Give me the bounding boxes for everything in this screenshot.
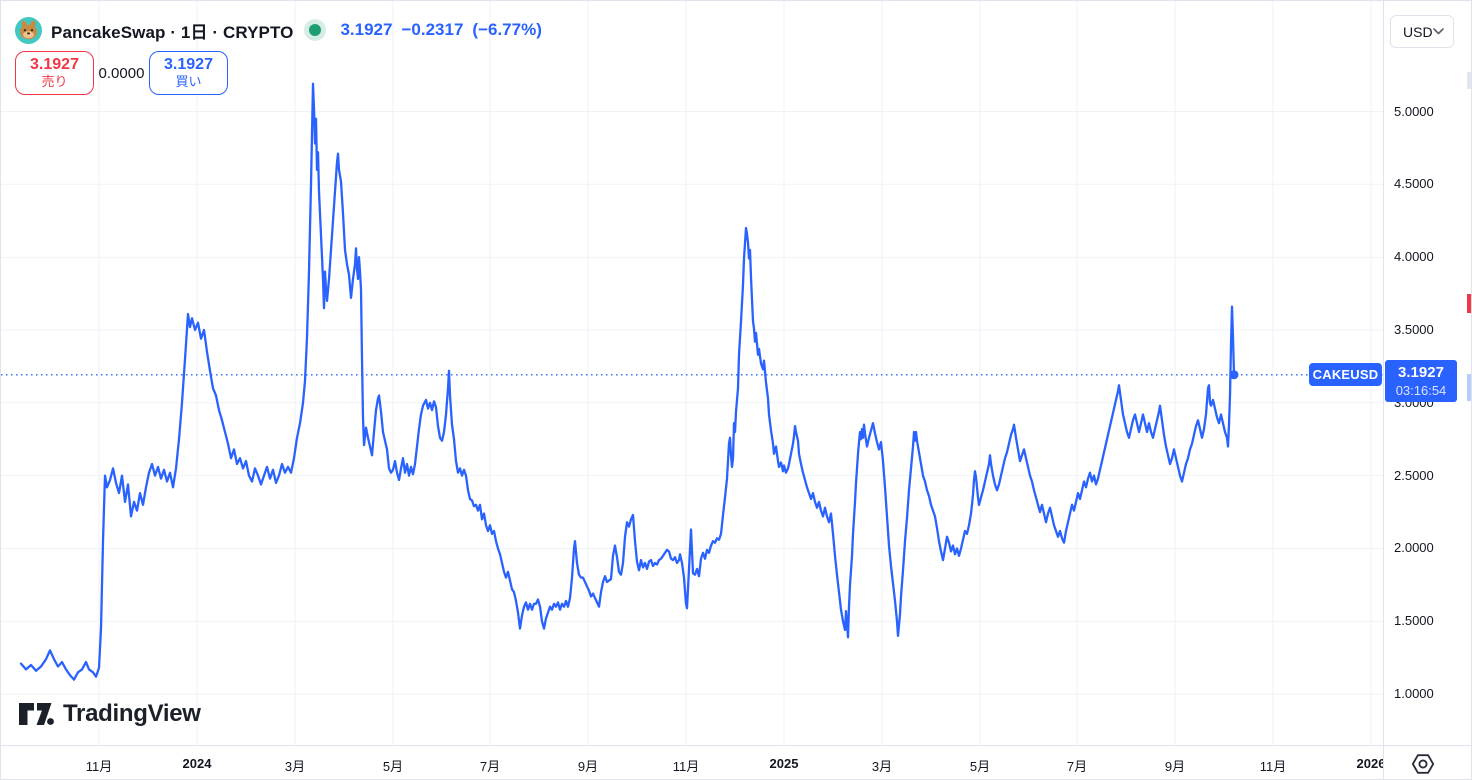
buy-label: 買い — [175, 73, 202, 89]
current-price-value: 3.1927 — [1398, 363, 1444, 381]
price-change: −0.2317 — [401, 20, 464, 39]
tradingview-logo-icon — [19, 703, 54, 725]
time-axis-label: 9月 — [1164, 759, 1186, 774]
buy-price: 3.1927 — [164, 56, 213, 74]
time-axis-label: 11月 — [1259, 759, 1287, 774]
price-change-percent: (−6.77%) — [472, 20, 542, 39]
time-axis-label: 11月 — [672, 759, 700, 774]
time-axis-label: 5月 — [382, 759, 404, 774]
time-axis[interactable]: 11月 2024 3月 5月 7月 9月 11月 2025 3月 5月 7月 9月 11月 2026 — [1, 745, 1383, 779]
tradingview-attribution-link[interactable]: TradingView — [18, 700, 201, 728]
time-axis-label: 7月 — [479, 759, 501, 774]
gear-icon — [1411, 754, 1435, 774]
market-status-icon[interactable] — [309, 24, 322, 36]
spread-value: 0.0000 — [98, 64, 145, 82]
price-axis[interactable]: USD 5.0000 4.5000 4.0000 3.5000 3.0000 2.5000… — [1383, 1, 1471, 745]
symbol-title[interactable]: PancakeSwap · 1日 · CRYPTO — [51, 22, 294, 42]
axis-current-mark — [1467, 374, 1471, 401]
symbol-header: PancakeSwap · 1日 · CRYPTO 3.1927 −0.2317… — [15, 16, 542, 44]
currency-selector[interactable]: USD — [1390, 15, 1454, 48]
time-axis-label: 11月 — [85, 759, 113, 774]
chart-pane[interactable]: CAKEUSD PancakeSwap · 1日 · CRYPTO 3.1927… — [1, 1, 1383, 745]
tradingview-logo-text: TradingView — [63, 700, 201, 727]
time-axis-label: 9月 — [577, 759, 599, 774]
time-axis-label: 3月 — [871, 759, 893, 774]
price-axis-label: 4.5000 — [1394, 176, 1434, 192]
price-axis-label: 3.5000 — [1394, 321, 1434, 337]
time-axis-label: 3月 — [284, 759, 306, 774]
price-axis-label: 2.5000 — [1394, 467, 1434, 483]
price-axis-label: 2.0000 — [1394, 540, 1434, 556]
trade-buttons: 3.1927 売り 0.0000 3.1927 買い — [15, 51, 228, 95]
time-axis-label: 2025 — [769, 756, 799, 771]
bar-close-countdown: 03:16:54 — [1395, 382, 1447, 398]
chart-settings-button[interactable] — [1410, 751, 1436, 777]
time-axis-label: 2026 — [1356, 756, 1383, 771]
last-price: 3.1927 — [340, 20, 393, 39]
axis-high-mark — [1467, 294, 1471, 313]
sell-price: 3.1927 — [30, 56, 79, 74]
time-axis-label: 2024 — [182, 756, 212, 771]
current-price-tag: 3.1927 03:16:54 — [1385, 360, 1457, 403]
sell-button[interactable]: 3.1927 売り — [15, 51, 94, 95]
buy-button[interactable]: 3.1927 買い — [149, 51, 228, 95]
time-axis-label: 5月 — [969, 759, 991, 774]
currency-selector-value: USD — [1403, 23, 1433, 40]
chevron-down-icon — [1433, 28, 1444, 35]
price-axis-label: 1.5000 — [1394, 613, 1434, 629]
price-axis-label: 1.0000 — [1394, 686, 1434, 702]
price-axis-label: 5.0000 — [1394, 103, 1434, 119]
price-axis-label: 4.0000 — [1394, 249, 1434, 265]
axis-settings-corner — [1383, 745, 1471, 779]
time-axis-label: 7月 — [1066, 759, 1088, 774]
axis-scrollbar-thumb — [1467, 72, 1471, 89]
pancakeswap-logo-icon — [15, 16, 42, 44]
price-line-chart — [1, 1, 1383, 745]
symbol-flag: CAKEUSD — [1309, 362, 1382, 386]
sell-label: 売り — [41, 73, 68, 89]
